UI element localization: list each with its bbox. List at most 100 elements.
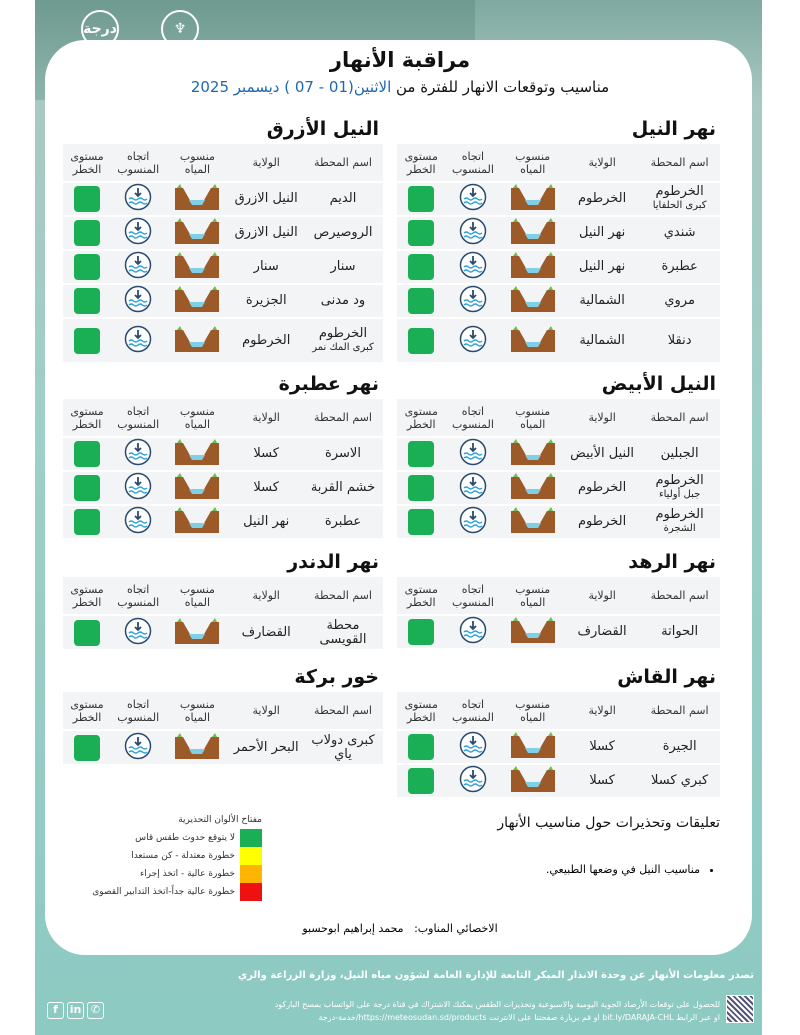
column-header-station: اسم المحطة <box>303 144 383 183</box>
section-title: نهر عطبرة <box>278 373 379 395</box>
table-row: الروصيرص النيل الازرق <box>63 216 383 251</box>
riverbed-icon <box>500 471 565 506</box>
riverbed-icon <box>500 182 565 217</box>
table-row: ود مدنى الجزيرة <box>63 284 383 319</box>
table-row: الديم النيل الازرق <box>63 182 383 217</box>
state-cell: كسلا <box>229 437 303 472</box>
danger-cell <box>397 318 446 364</box>
station-name: دنقلا <box>667 332 692 348</box>
river-section: خور بركة اسم المحطة الولاية منسوب المياه اتج… <box>63 666 383 766</box>
station-cell: الحواتة <box>639 615 720 650</box>
subtitle-prefix: مناسيب وتوقعات الانهار للفترة من <box>391 78 610 96</box>
falling-level-icon <box>111 182 166 217</box>
legend-label: خطورة عالية - اتخذ إجراء <box>139 869 235 879</box>
danger-level-indicator <box>408 734 435 760</box>
station-name: كبري كسلا <box>651 773 709 788</box>
section-title: نهر النيل <box>631 118 716 140</box>
falling-level-icon <box>111 216 166 251</box>
river-section: نهر الرهد اسم المحطة الولاية منسوب المياه ات… <box>397 551 720 650</box>
specialist-line: الاخصائي المناوب: محمد إبراهيم ابوحسبو <box>0 922 800 935</box>
column-header-danger: مستوى الخطر <box>63 399 112 438</box>
riverbed-icon <box>165 284 230 319</box>
column-header-level: منسوب المياه <box>500 692 565 731</box>
section-title: نهر الرهد <box>628 551 716 573</box>
danger-level-indicator <box>408 186 435 212</box>
state-cell: الخرطوم <box>564 182 640 217</box>
riverbed-icon <box>165 730 230 766</box>
station-cell: الخرطوم كبرى المك نمر <box>303 318 383 364</box>
danger-cell <box>63 730 112 766</box>
early-warning-logo: ♆ وحدة الإنذار المبكر <box>150 10 210 60</box>
danger-cell <box>397 505 446 540</box>
falling-level-icon <box>111 471 166 506</box>
station-cell: الخرطوم الشجرة <box>639 505 720 540</box>
comments-title: تعليقات وتحذيرات حول مناسيب الأنهار <box>497 815 720 831</box>
column-header-station: اسم المحطة <box>639 577 720 616</box>
riverbed-icon <box>165 216 230 251</box>
column-header-direction: اتجاه المنسوب <box>445 144 501 183</box>
station-cell: الجيرة <box>639 730 720 765</box>
riverbed-icon <box>165 250 230 285</box>
station-name: الخرطوم <box>655 184 704 199</box>
station-name: كبرى دولاب ياي <box>311 732 375 762</box>
logo-text: خدمة الأرصاد الجوية بالإنذار المبكر للمج… <box>70 52 130 76</box>
danger-level-indicator <box>74 441 101 467</box>
falling-level-icon <box>445 318 501 364</box>
footer-line3[interactable]: او عبر الرابط bit.ly/DARAJA-CHL او قم بز… <box>318 1013 720 1022</box>
table-header: اسم المحطة الولاية منسوب المياه اتجاه المنس… <box>397 577 720 616</box>
comment-item: مناسيب النيل في وضعها الطبيعي. <box>390 863 700 876</box>
falling-level-icon <box>111 437 166 472</box>
station-cell: خشم القربة <box>303 471 383 506</box>
danger-cell <box>63 615 112 651</box>
daraja-logo: درجة خدمة الأرصاد الجوية بالإنذار المبكر … <box>70 10 130 76</box>
footer-line2: للحصول على توقعات الأرصاد الجوية اليومية… <box>274 1000 720 1009</box>
table-header: اسم المحطة الولاية منسوب المياه اتجاه المنس… <box>397 144 720 183</box>
footer-subscribe: للحصول على توقعات الأرصاد الجوية اليومية… <box>275 998 720 1024</box>
state-cell: القضارف <box>229 615 303 651</box>
falling-level-icon <box>445 730 501 765</box>
falling-level-icon <box>445 505 501 540</box>
column-header-station: اسم المحطة <box>303 399 383 438</box>
whatsapp-icon[interactable]: ✆ <box>87 1002 104 1019</box>
table-row: الجبلين النيل الأبيض <box>397 437 720 472</box>
legend-item: خطورة معتدلة - كن مستعدا <box>62 847 262 865</box>
stations-table: اسم المحطة الولاية منسوب المياه اتجاه المنس… <box>63 692 383 766</box>
facebook-icon[interactable]: f <box>47 1002 64 1019</box>
station-name: عطبرة <box>661 259 698 274</box>
specialist-label: الاخصائي المناوب: <box>414 922 498 935</box>
station-name: الجبلين <box>660 446 699 461</box>
column-header-danger: مستوى الخطر <box>63 692 112 731</box>
table-row: سنار سنار <box>63 250 383 285</box>
riverbed-icon <box>500 505 565 540</box>
specialist-name: محمد إبراهيم ابوحسبو <box>302 922 404 935</box>
column-header-state: الولاية <box>564 144 640 183</box>
column-header-danger: مستوى الخطر <box>63 577 112 616</box>
comments-section: تعليقات وتحذيرات حول مناسيب الأنهار مناس… <box>390 815 720 876</box>
column-header-direction: اتجاه المنسوب <box>111 399 166 438</box>
table-row: دنقلا الشمالية <box>397 318 720 364</box>
riverbed-icon <box>165 471 230 506</box>
riverbed-icon <box>165 437 230 472</box>
station-cell: الجبلين <box>639 437 720 472</box>
column-header-state: الولاية <box>229 577 303 616</box>
station-name: شندي <box>663 225 696 240</box>
column-header-station: اسم المحطة <box>639 144 720 183</box>
column-header-level: منسوب المياه <box>165 577 230 616</box>
station-name: سنار <box>330 259 356 274</box>
table-header: اسم المحطة الولاية منسوب المياه اتجاه المنس… <box>63 692 383 731</box>
legend-swatch <box>240 883 262 901</box>
page-subtitle: مناسيب وتوقعات الانهار للفترة من الاثنين… <box>0 78 800 96</box>
station-name: الخرطوم <box>318 325 368 341</box>
column-header-station: اسم المحطة <box>639 692 720 731</box>
table-row: شندي نهر النيل <box>397 216 720 251</box>
falling-level-icon <box>445 284 501 319</box>
linkedin-icon[interactable]: in <box>67 1002 84 1019</box>
table-row: الجيرة كسلا <box>397 730 720 765</box>
legend-label: خطورة عالية جداً-اتخذ التدابير القصوى <box>92 887 235 897</box>
danger-cell <box>63 437 112 472</box>
danger-cell <box>63 318 112 364</box>
column-header-state: الولاية <box>229 144 303 183</box>
riverbed-icon <box>165 182 230 217</box>
column-header-danger: مستوى الخطر <box>63 144 112 183</box>
danger-cell <box>397 615 446 650</box>
